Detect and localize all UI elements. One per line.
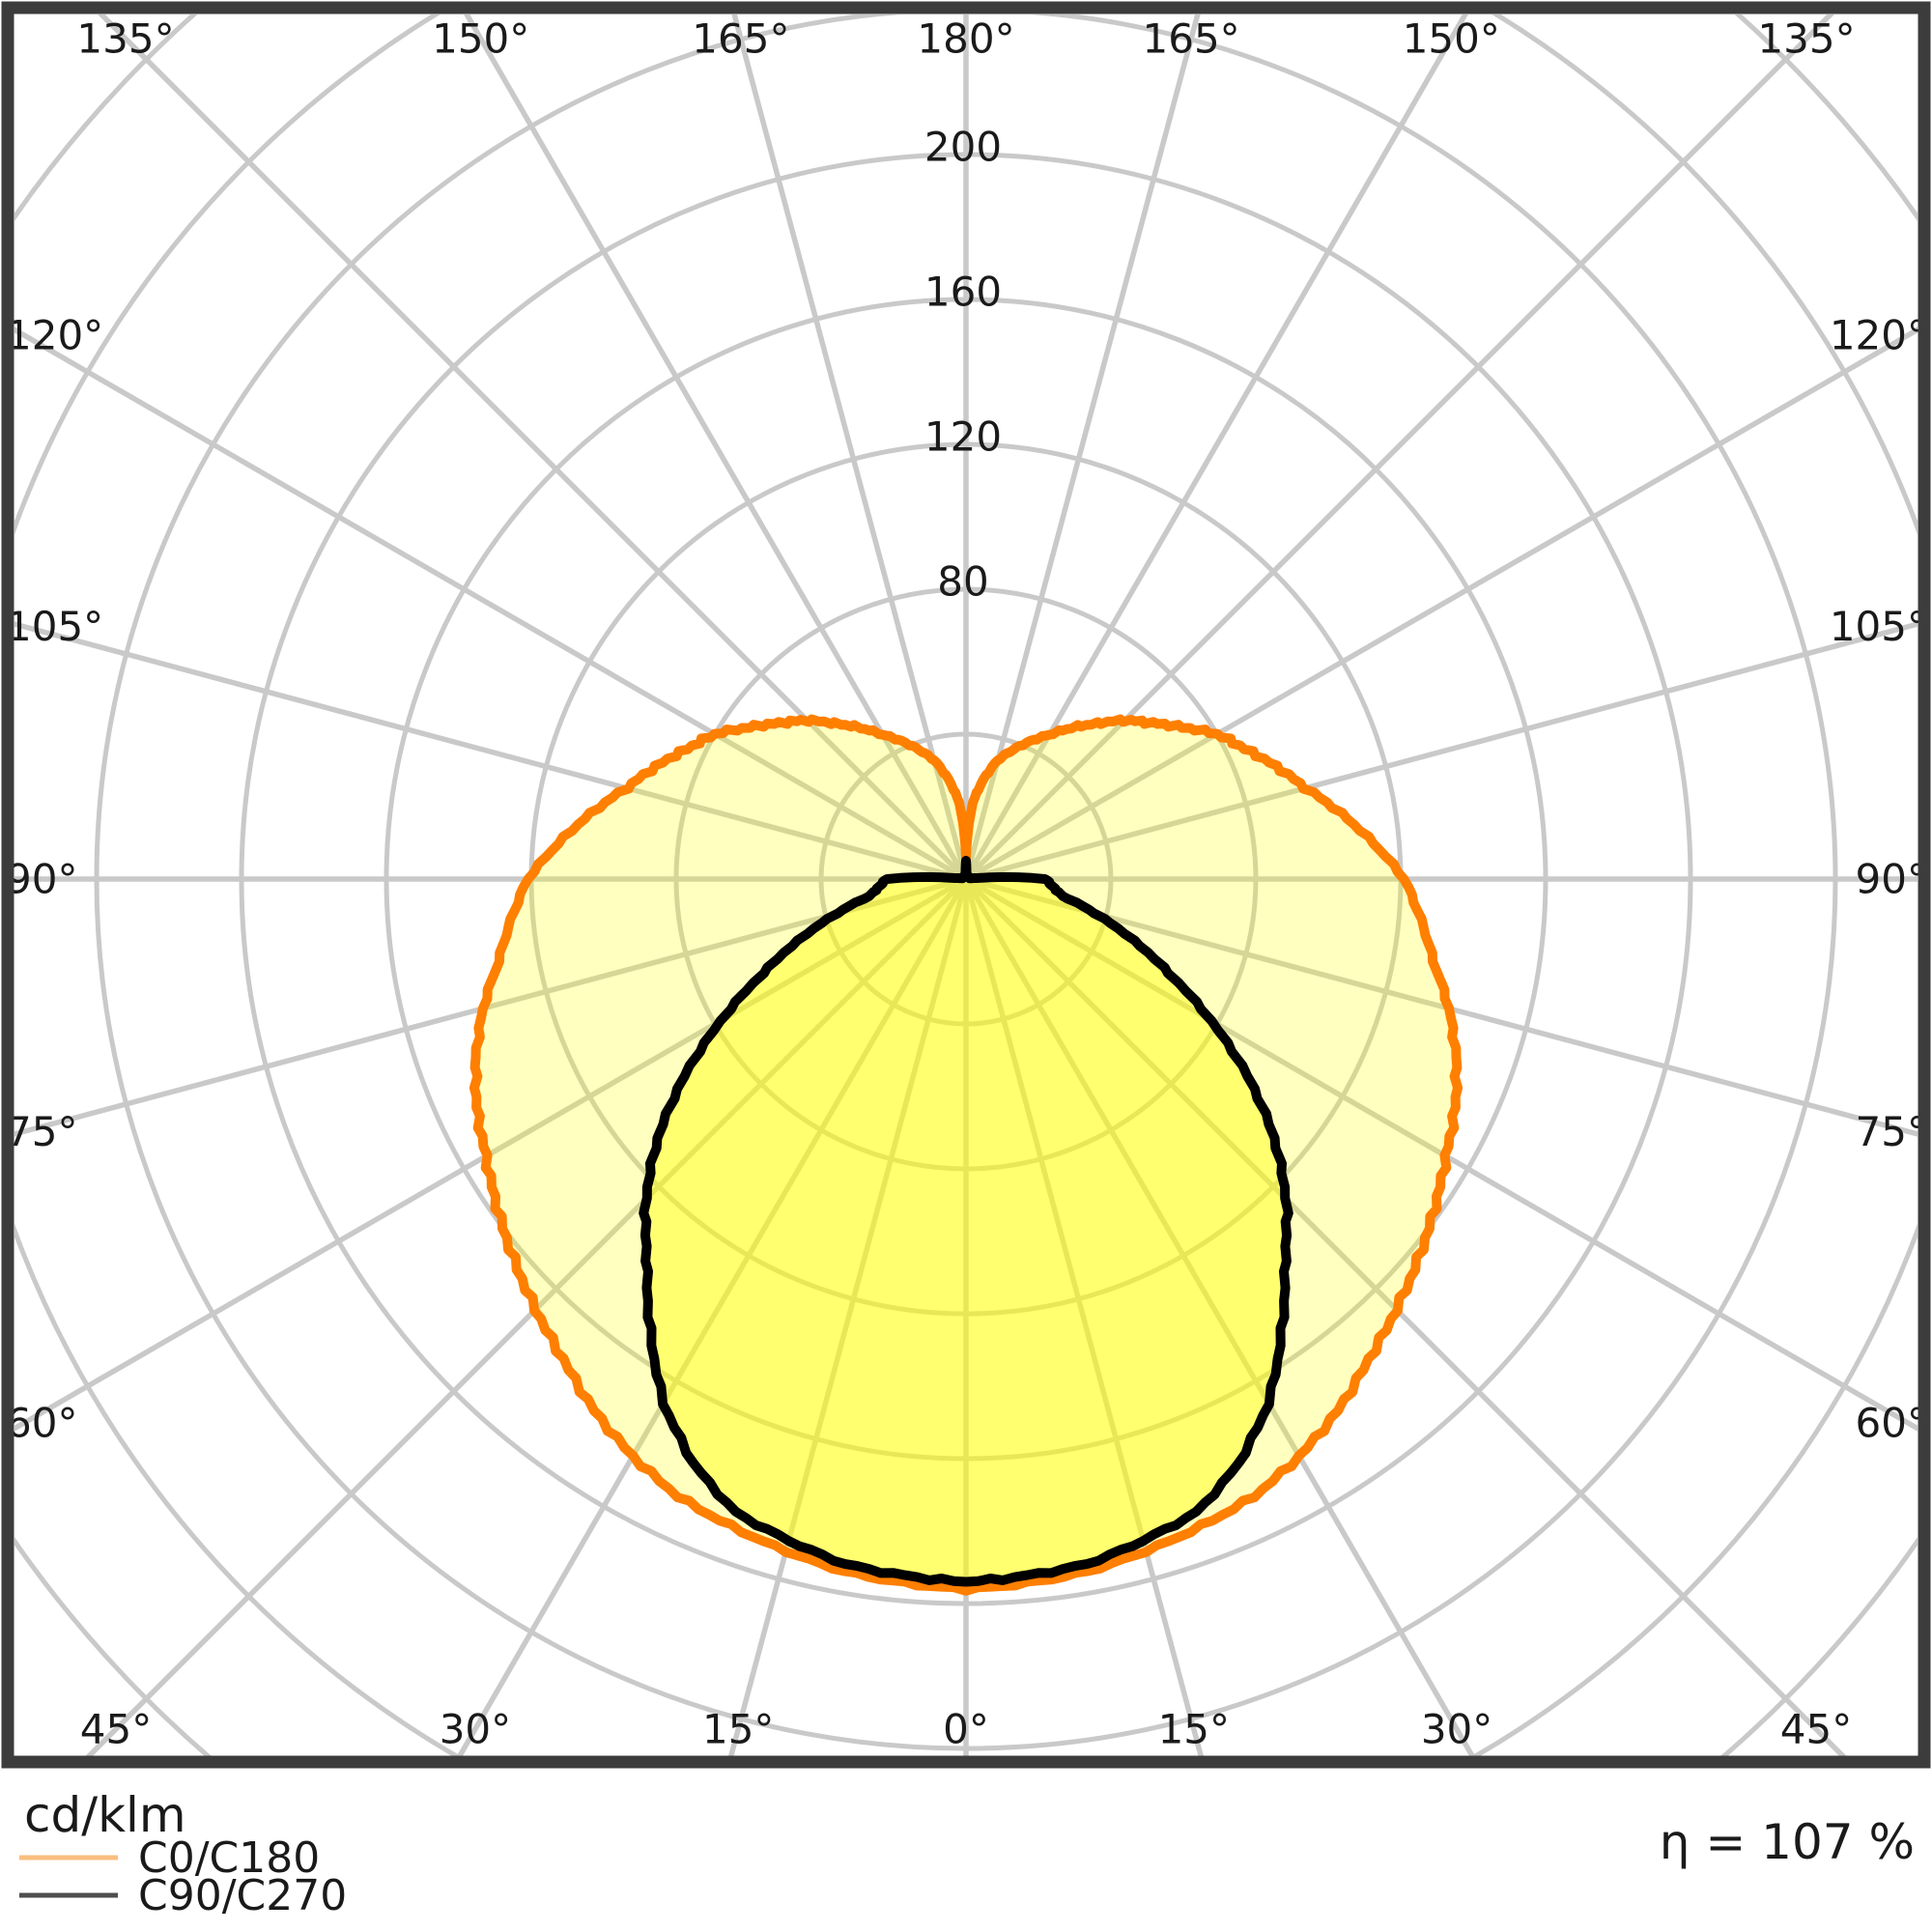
angle-tick-label: 90° bbox=[6, 856, 77, 903]
c90-c270-fill bbox=[643, 861, 1289, 1582]
angle-tick-label: 135° bbox=[1757, 15, 1855, 63]
angle-tick-label: 75° bbox=[6, 1108, 77, 1155]
angle-tick-label: 30° bbox=[1421, 1706, 1492, 1753]
angle-tick-label: 75° bbox=[1856, 1108, 1927, 1155]
radial-tick-label: 200 bbox=[924, 124, 1002, 171]
angle-tick-label: 90° bbox=[1856, 856, 1927, 903]
angle-tick-label: 120° bbox=[1830, 312, 1927, 359]
grid-spoke bbox=[14, 876, 968, 1432]
grid-spoke bbox=[964, 327, 1918, 882]
grid-spoke bbox=[965, 876, 1918, 1137]
grid-spoke bbox=[731, 14, 969, 880]
angle-tick-label: 120° bbox=[6, 312, 103, 359]
grid-spoke bbox=[85, 877, 968, 1756]
legend-label-c0: C0/C180 bbox=[138, 1833, 320, 1883]
angle-tick-label: 60° bbox=[6, 1399, 77, 1446]
grid-spoke bbox=[456, 877, 969, 1756]
angle-tick-label: 165° bbox=[692, 15, 789, 63]
grid-spoke bbox=[963, 14, 1201, 880]
c0-c180-fill bbox=[473, 719, 1459, 1591]
grid-spoke bbox=[964, 14, 1834, 881]
grid-spoke bbox=[964, 877, 1847, 1756]
angle-tick-label: 30° bbox=[440, 1706, 511, 1753]
curves bbox=[469, 714, 1463, 1596]
grid-spoke bbox=[98, 14, 968, 881]
curve-fills bbox=[473, 719, 1459, 1591]
grid-spoke bbox=[965, 621, 1918, 882]
angle-tick-label: 45° bbox=[80, 1706, 152, 1753]
angle-tick-label: 105° bbox=[1830, 603, 1927, 650]
grid-spoke bbox=[964, 876, 1918, 1432]
unit-label: cd/klm bbox=[24, 1787, 186, 1843]
angle-tick-label: 45° bbox=[1780, 1706, 1852, 1753]
angle-tick-label: 150° bbox=[432, 15, 529, 63]
angle-tick-label: 60° bbox=[1856, 1399, 1927, 1446]
radial-tick-label: 160 bbox=[924, 269, 1002, 316]
grid-spoke bbox=[464, 14, 969, 881]
radial-tick-label: 120 bbox=[924, 413, 1002, 461]
grid-spoke bbox=[14, 621, 967, 882]
legend-label-c90: C90/C270 bbox=[138, 1871, 347, 1920]
radial-tick-label: 80 bbox=[937, 558, 988, 606]
grid-spoke bbox=[14, 327, 968, 882]
angle-tick-label: 15° bbox=[702, 1706, 774, 1753]
angle-tick-label: 15° bbox=[1158, 1706, 1230, 1753]
angle-tick-label: 165° bbox=[1143, 15, 1240, 63]
legend: C0/C180 C90/C270 bbox=[19, 1833, 347, 1920]
grid-spoke bbox=[963, 877, 1476, 1756]
angle-tick-label: 105° bbox=[6, 603, 103, 650]
angle-tick-label: 180° bbox=[917, 15, 1014, 63]
axis-tick-labels: 135° 150° 165° 180° 165° 150° 135° 120° 105° 90° 7… bbox=[6, 15, 1927, 1753]
angle-tick-label: 0° bbox=[943, 1706, 989, 1753]
angle-tick-label: 150° bbox=[1403, 15, 1500, 63]
grid-spoke bbox=[963, 14, 1468, 881]
efficiency-label: η = 107 % bbox=[1660, 1814, 1915, 1870]
grid-spoke bbox=[14, 876, 967, 1137]
plot-frame bbox=[1, 1, 1931, 1769]
c90-c270-curve bbox=[639, 856, 1293, 1587]
angle-tick-label: 135° bbox=[76, 15, 174, 63]
